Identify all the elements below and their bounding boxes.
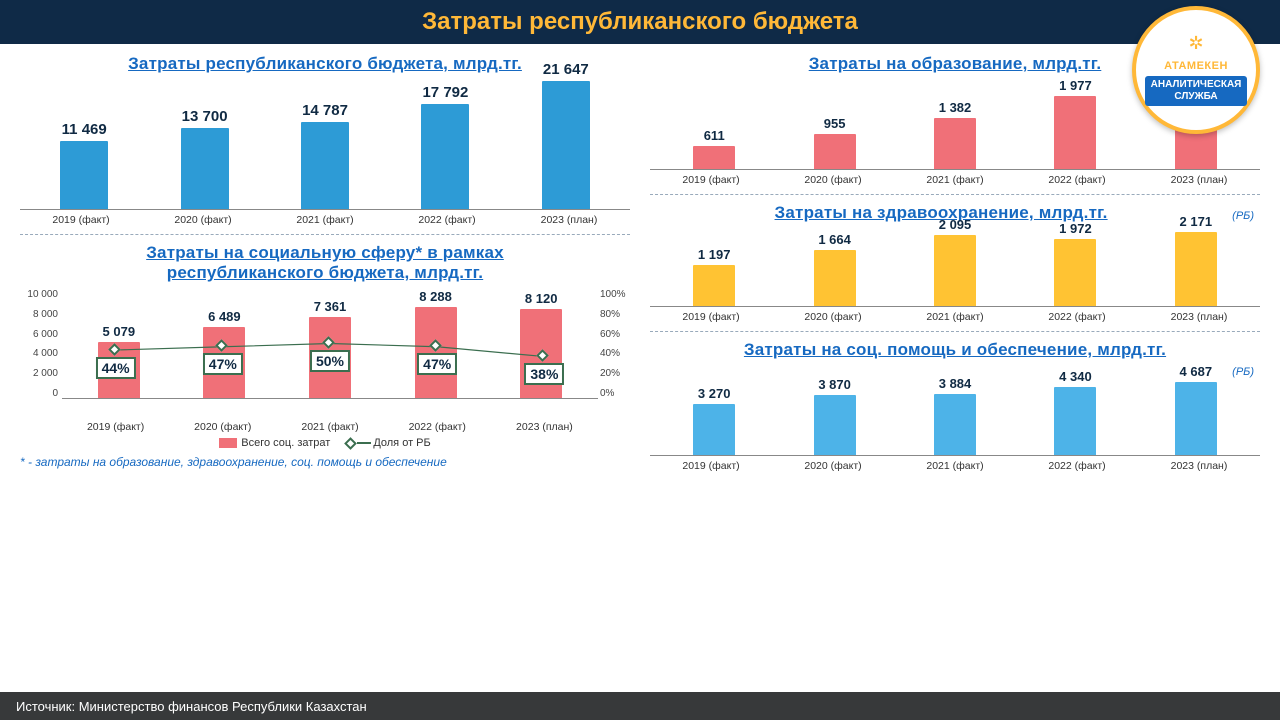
chart2-title-l2: республиканского бюджета, млрд.тг. [20,263,630,283]
atameken-logo-icon: ✲ [1188,34,1203,52]
legend-line: Доля от РБ [346,437,430,449]
chart5-title: Затраты на соц. помощь и обеспечение, мл… [650,340,1260,360]
source-bar: Источник: Министерство финансов Республи… [0,692,1280,720]
chart2: 10 0008 0006 0004 0002 0000 100%80%60%40… [20,289,630,417]
divider [20,234,630,235]
badge-brand: АТАМЕКЕН [1164,60,1228,72]
chart5: 3 2703 8703 8844 3404 6872019 (факт)2020… [650,378,1260,472]
divider [650,331,1260,332]
chart2-categories: 2019 (факт)2020 (факт)2021 (факт)2022 (ф… [62,421,598,433]
chart2-y-left: 10 0008 0006 0004 0002 0000 [20,289,58,399]
chart2-legend: Всего соц. затрат Доля от РБ [20,437,630,449]
chart2-plot: 5 0796 4897 3618 2888 12044%47%50%47%38% [62,289,598,399]
divider [650,194,1260,195]
chart2-footnote: * - затраты на образование, здравоохране… [20,455,630,469]
content: Затраты республиканского бюджета, млрд.т… [0,44,1280,692]
page-title: Затраты республиканского бюджета [422,8,858,36]
legend-bar: Всего соц. затрат [219,437,330,449]
diamond-icon [344,437,357,450]
right-column: Затраты на образование, млрд.тг. (РБ) 61… [650,54,1260,692]
chart2-title-l1: Затраты на социальную сферу* в рамках [20,243,630,263]
badge-service: АНАЛИТИЧЕСКАЯ СЛУЖБА [1145,76,1248,106]
chart4: 1 1971 6642 0951 9722 1712019 (факт)2020… [650,229,1260,323]
left-column: Затраты республиканского бюджета, млрд.т… [20,54,630,692]
source-text: Источник: Министерство финансов Республи… [16,699,367,714]
chart2-y-right: 100%80%60%40%20%0% [600,289,630,399]
atameken-badge: ✲ АТАМЕКЕН АНАЛИТИЧЕСКАЯ СЛУЖБА [1132,6,1260,134]
chart1: 11 46913 70014 78717 79221 6472019 (факт… [20,80,630,226]
header: Затраты республиканского бюджета [0,0,1280,44]
